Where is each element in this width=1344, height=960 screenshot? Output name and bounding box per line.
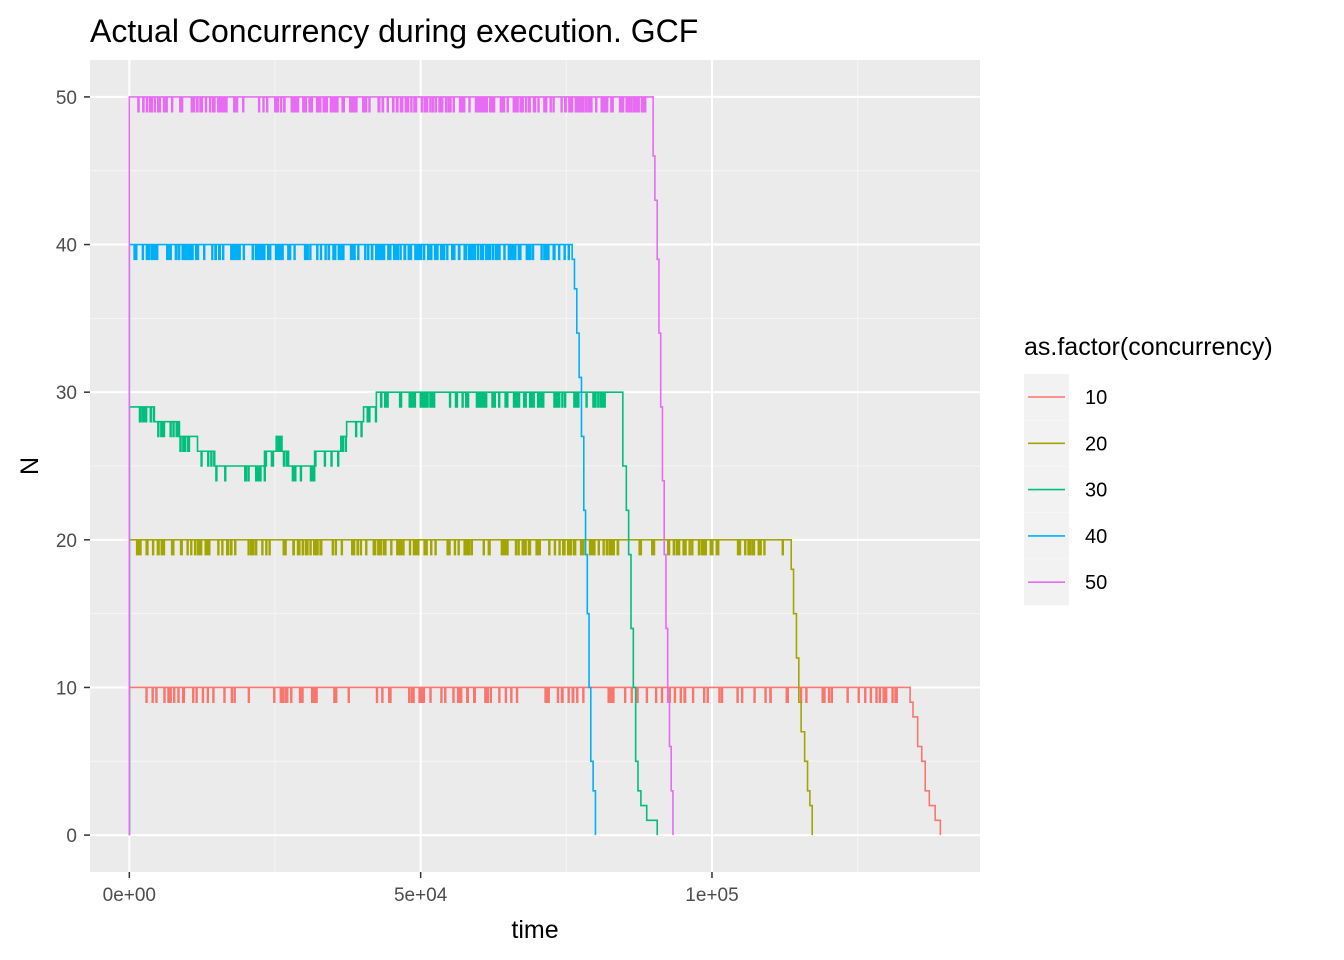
series-layer <box>128 96 942 836</box>
legend-label-40: 40 <box>1085 526 1107 548</box>
y-tick-label: 40 <box>56 236 77 257</box>
y-axis-title: N <box>16 457 44 475</box>
series-line-20 <box>128 539 813 836</box>
legend-title: as.factor(concurrency) <box>1024 333 1273 361</box>
x-axis-title: time <box>511 916 558 944</box>
grid-minor <box>90 60 980 872</box>
x-tick-label: 0e+00 <box>103 885 156 906</box>
y-tick-label: 30 <box>56 383 77 404</box>
y-axis: 0 10 20 30 40 50 <box>56 88 90 847</box>
series-line-10 <box>128 686 942 836</box>
series-line-50 <box>128 96 674 836</box>
legend-label-50: 50 <box>1085 572 1107 594</box>
legend: as.factor(concurrency) 10 20 30 40 50 <box>1024 333 1273 606</box>
series-line-40 <box>128 243 597 836</box>
legend-label-30: 30 <box>1085 480 1107 502</box>
legend-label-20: 20 <box>1085 433 1107 455</box>
y-tick-label: 10 <box>56 678 77 699</box>
series-line-30 <box>128 391 659 836</box>
legend-label-10: 10 <box>1085 387 1107 409</box>
y-tick-label: 50 <box>56 88 77 109</box>
x-tick-label: 1e+05 <box>685 885 738 906</box>
y-tick-label: 0 <box>66 826 77 847</box>
chart-title: Actual Concurrency during execution. GCF <box>90 13 698 49</box>
x-tick-label: 5e+04 <box>394 885 448 906</box>
x-axis: 0e+00 5e+04 1e+05 <box>103 872 739 906</box>
y-tick-label: 20 <box>56 531 77 552</box>
